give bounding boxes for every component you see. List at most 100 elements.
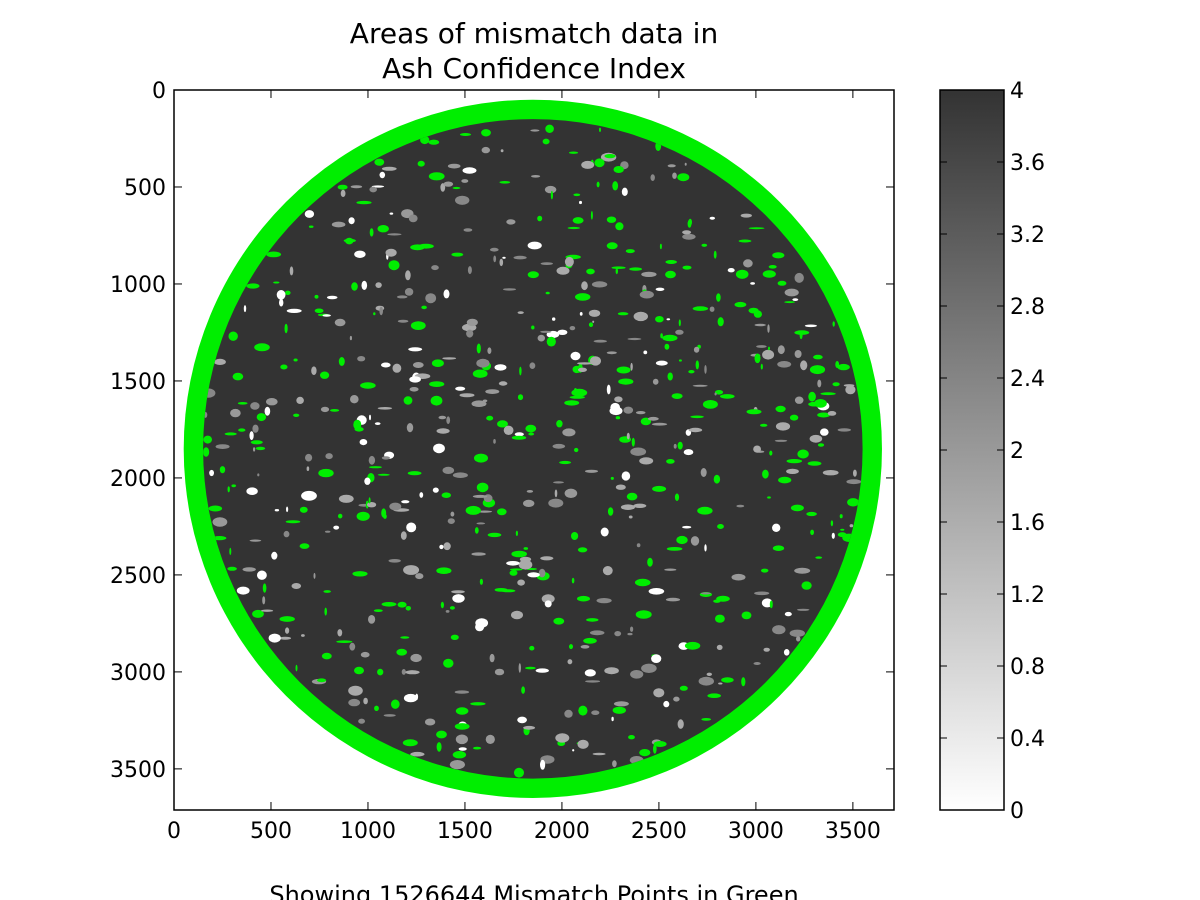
cloud-speckle (674, 493, 680, 501)
cloud-speckle (698, 676, 714, 686)
cloud-speckle (684, 162, 687, 166)
cloud-speckle (544, 600, 552, 608)
cloud-speckle (408, 347, 423, 352)
cloud-speckle (345, 237, 354, 245)
cloud-speckle (447, 518, 455, 524)
cloud-speckle (713, 474, 721, 484)
cloud-speckle (784, 288, 799, 297)
cloud-speckle (772, 523, 781, 532)
cloud-speckle (832, 382, 840, 387)
cloud-speckle (333, 525, 340, 530)
cloud-speckle (659, 243, 662, 250)
cloud-speckle (682, 233, 696, 240)
cloud-speckle (249, 539, 262, 542)
cloud-speckle (381, 456, 390, 460)
plot-area (174, 90, 894, 810)
cloud-speckle (756, 345, 767, 348)
cloud-speckle (602, 566, 613, 576)
cloud-speckle (463, 228, 473, 232)
x-tick-label: 3000 (728, 819, 784, 844)
cloud-speckle (506, 561, 520, 566)
cloud-speckle (475, 622, 485, 632)
cloud-speckle (569, 395, 585, 399)
cloud-speckle (476, 522, 486, 525)
cloud-speckle (629, 267, 642, 271)
cloud-speckle (439, 544, 444, 550)
cloud-speckle (485, 389, 500, 394)
cloud-speckle (417, 160, 425, 167)
cloud-speckle (734, 301, 747, 308)
cloud-speckle (388, 260, 400, 271)
cloud-speckle (499, 258, 504, 267)
cloud-speckle (254, 343, 270, 352)
cloud-speckle (665, 270, 676, 279)
cloud-speckle (421, 305, 427, 310)
cloud-speckle (835, 361, 840, 368)
cloud-speckle (262, 583, 267, 593)
cloud-speckle (540, 262, 553, 265)
cloud-speckle (804, 324, 818, 328)
cloud-speckle (381, 362, 391, 368)
cloud-speckle (447, 163, 461, 169)
cloud-speckle (450, 511, 455, 517)
cloud-speckle (286, 506, 289, 513)
cloud-speckle (748, 227, 765, 230)
cloud-speckle (430, 395, 443, 406)
cloud-speckle (368, 497, 371, 504)
cloud-speckle (403, 396, 413, 405)
cloud-speckle (596, 598, 612, 604)
cloud-speckle (359, 439, 368, 446)
cloud-speckle (540, 330, 552, 333)
cloud-speckle (740, 213, 752, 218)
cloud-speckle (794, 567, 811, 574)
cloud-speckle (364, 477, 371, 485)
cloud-speckle (425, 293, 437, 304)
x-tick-label: 3500 (825, 819, 881, 844)
cloud-speckle (250, 440, 263, 445)
cloud-speckle (375, 282, 382, 288)
cloud-speckle (349, 642, 356, 651)
cloud-speckle (351, 282, 358, 291)
cloud-speckle (432, 487, 439, 493)
cloud-speckle (494, 588, 508, 592)
cloud-speckle (586, 618, 599, 622)
cloud-speckle (443, 542, 451, 551)
cloud-speckle (709, 216, 715, 220)
y-tick-label: 1500 (110, 370, 166, 395)
cloud-speckle (466, 329, 474, 338)
cloud-speckle (203, 435, 212, 444)
cloud-speckle (305, 453, 313, 462)
cloud-speckle (473, 746, 482, 750)
cloud-speckle (599, 127, 601, 132)
cloud-speckle (806, 511, 817, 517)
cloud-speckle (209, 469, 215, 477)
cloud-speckle (461, 179, 469, 183)
cloud-speckle (796, 636, 801, 642)
cloud-speckle (369, 466, 382, 469)
cloud-speckle (588, 309, 601, 317)
cloud-speckle (735, 269, 749, 279)
cloud-speckle (783, 649, 790, 656)
cloud-speckle (403, 693, 418, 703)
cloud-speckle (611, 716, 614, 722)
cloud-speckle (219, 466, 226, 474)
cloud-speckle (452, 594, 465, 603)
cloud-speckle (349, 335, 352, 341)
cloud-speckle (621, 187, 628, 196)
cloud-speckle (572, 365, 582, 374)
cloud-speckle (786, 459, 803, 464)
cloud-speckle (268, 633, 281, 643)
cloud-speckle (257, 473, 260, 477)
cloud-speckle (252, 424, 259, 433)
cloud-speckle (600, 527, 609, 537)
cloud-speckle (368, 615, 376, 624)
cloud-speckle (314, 294, 319, 299)
cloud-speckle (713, 250, 717, 259)
cloud-speckle (529, 362, 536, 370)
cloud-speckle (465, 505, 481, 515)
cloud-speckle (368, 455, 376, 465)
cloud-speckle (590, 356, 601, 366)
cloud-speckle (567, 659, 573, 665)
x-axis-label: Showing 1526644 Mismatch Points in Green (269, 881, 798, 900)
cloud-speckle (274, 509, 280, 512)
